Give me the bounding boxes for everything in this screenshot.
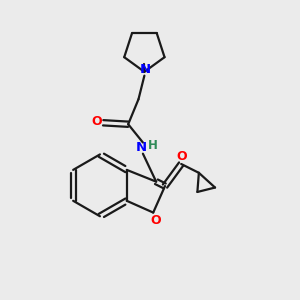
Text: O: O: [92, 115, 102, 128]
Text: O: O: [176, 149, 187, 163]
Text: O: O: [150, 214, 161, 227]
Text: H: H: [147, 139, 157, 152]
Text: N: N: [136, 141, 147, 154]
Text: N: N: [140, 63, 151, 76]
